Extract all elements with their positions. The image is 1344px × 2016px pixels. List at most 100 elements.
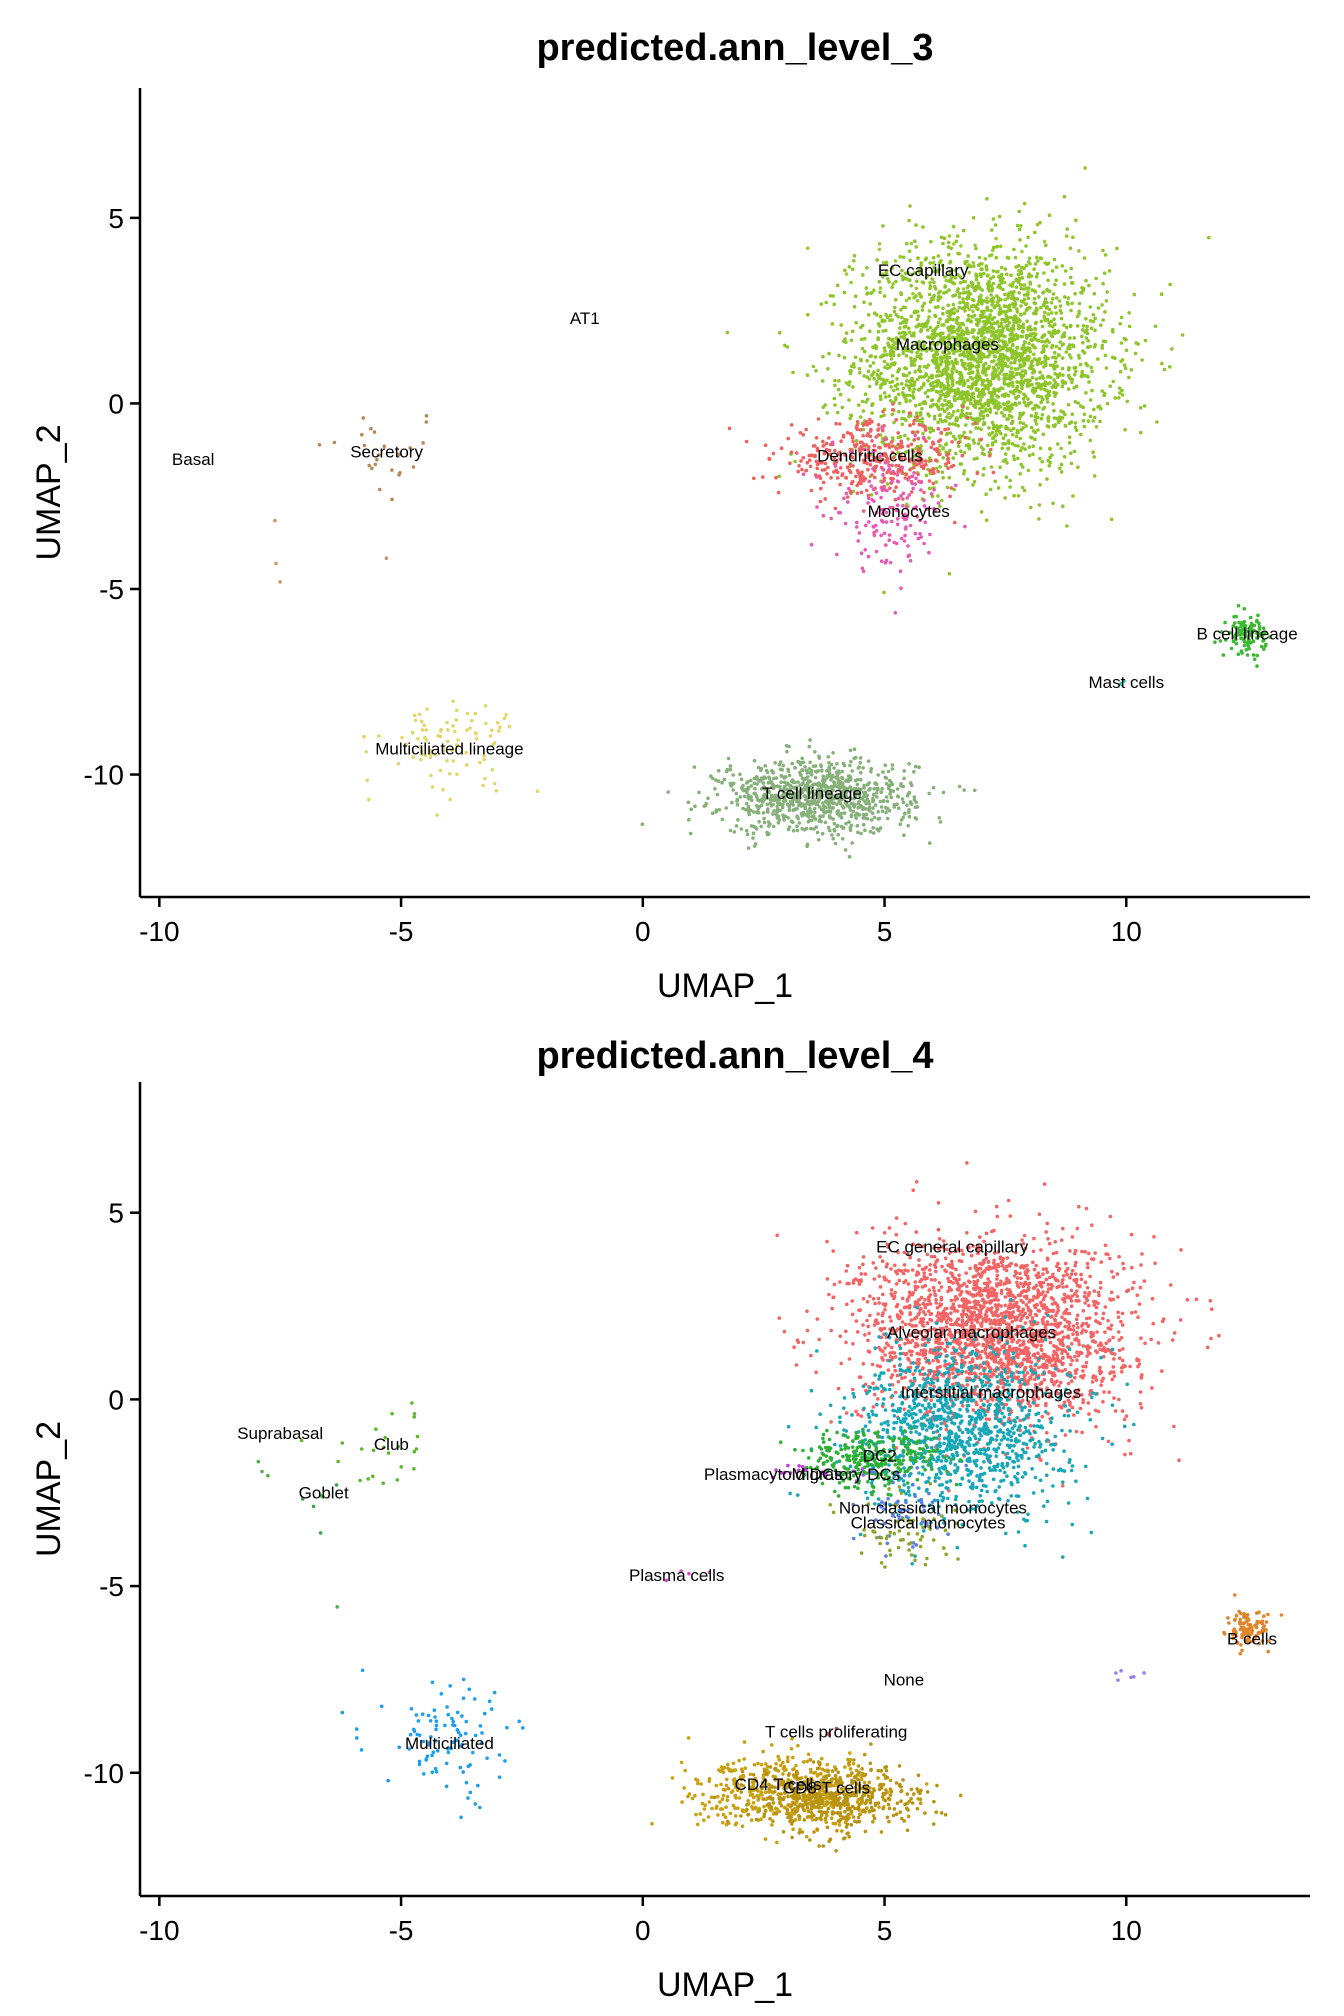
data-point bbox=[970, 382, 975, 386]
data-point bbox=[979, 1275, 983, 1279]
data-point bbox=[793, 766, 797, 770]
data-point bbox=[1007, 441, 1011, 446]
data-point bbox=[455, 772, 459, 777]
data-point bbox=[1066, 403, 1071, 407]
data-point bbox=[997, 214, 1002, 219]
data-point bbox=[1125, 399, 1130, 404]
data-point bbox=[887, 345, 892, 349]
data-point bbox=[980, 394, 984, 399]
data-point bbox=[984, 265, 989, 269]
data-point bbox=[939, 235, 944, 240]
data-point bbox=[920, 424, 925, 428]
data-point bbox=[1046, 374, 1051, 379]
data-point bbox=[902, 776, 906, 781]
data-point bbox=[939, 373, 943, 378]
data-point bbox=[1103, 253, 1108, 257]
data-point bbox=[901, 497, 905, 501]
data-point bbox=[1119, 315, 1124, 320]
data-point bbox=[1006, 447, 1010, 451]
data-point bbox=[766, 807, 770, 811]
data-point bbox=[890, 767, 895, 771]
data-point bbox=[997, 283, 1001, 287]
data-point bbox=[964, 330, 968, 334]
x-tick-label: -10 bbox=[139, 916, 179, 947]
data-point bbox=[1029, 413, 1034, 418]
data-point bbox=[874, 549, 879, 554]
data-point bbox=[377, 453, 381, 457]
data-point bbox=[411, 465, 416, 469]
data-point bbox=[709, 774, 713, 778]
data-point bbox=[910, 474, 915, 479]
data-point bbox=[1207, 235, 1211, 240]
data-point bbox=[960, 453, 965, 458]
data-point bbox=[1117, 386, 1122, 391]
data-point bbox=[1025, 319, 1029, 324]
data-point bbox=[906, 437, 910, 441]
data-point bbox=[941, 790, 946, 795]
data-point bbox=[362, 443, 367, 448]
data-point bbox=[1030, 338, 1034, 343]
data-point bbox=[865, 359, 869, 363]
data-point bbox=[715, 792, 720, 797]
data-point bbox=[879, 805, 884, 809]
data-point bbox=[915, 411, 919, 416]
data-point bbox=[1012, 247, 1016, 252]
data-point bbox=[927, 315, 931, 319]
data-point bbox=[833, 383, 837, 388]
data-point bbox=[1039, 400, 1043, 405]
data-point bbox=[777, 1316, 782, 1320]
data-point bbox=[900, 422, 905, 427]
data-point bbox=[1087, 380, 1091, 384]
data-point bbox=[838, 422, 842, 426]
data-point bbox=[1026, 468, 1031, 473]
data-point bbox=[950, 413, 954, 418]
data-point bbox=[829, 1420, 833, 1424]
data-point bbox=[787, 825, 792, 829]
data-point bbox=[894, 336, 899, 340]
data-point bbox=[936, 494, 940, 498]
data-point bbox=[1025, 382, 1030, 387]
data-point bbox=[928, 325, 933, 330]
data-point bbox=[828, 294, 833, 298]
data-point bbox=[1136, 1364, 1140, 1369]
data-point bbox=[1010, 302, 1015, 306]
data-point bbox=[1042, 333, 1047, 337]
data-point bbox=[848, 763, 852, 768]
data-point bbox=[1010, 331, 1014, 336]
data-point bbox=[1062, 323, 1066, 327]
data-point bbox=[960, 394, 964, 399]
data-point bbox=[901, 386, 906, 391]
data-point bbox=[1005, 304, 1009, 309]
data-point bbox=[975, 1278, 980, 1283]
data-point bbox=[848, 808, 853, 812]
data-point bbox=[825, 1239, 829, 1244]
data-point bbox=[928, 430, 933, 434]
data-point bbox=[1120, 393, 1125, 397]
data-point bbox=[901, 351, 905, 356]
data-point bbox=[978, 411, 983, 416]
data-point bbox=[965, 398, 970, 402]
data-point bbox=[850, 841, 854, 845]
data-point bbox=[892, 309, 897, 314]
data-point bbox=[1032, 296, 1037, 301]
data-point bbox=[786, 769, 791, 774]
data-point bbox=[882, 438, 887, 442]
data-point bbox=[1011, 280, 1015, 285]
data-point bbox=[978, 1372, 983, 1376]
data-point bbox=[1101, 318, 1105, 322]
data-point bbox=[840, 473, 844, 478]
data-point bbox=[970, 391, 975, 396]
data-point bbox=[928, 1263, 932, 1267]
data-point bbox=[1155, 420, 1159, 424]
data-point bbox=[397, 473, 401, 477]
data-point bbox=[1023, 340, 1027, 345]
data-point bbox=[1094, 276, 1098, 281]
data-point bbox=[849, 280, 853, 285]
data-point bbox=[1061, 381, 1065, 385]
data-point bbox=[1026, 296, 1031, 301]
data-point bbox=[1019, 304, 1023, 308]
data-point bbox=[990, 420, 995, 425]
data-point bbox=[767, 824, 771, 828]
data-point bbox=[996, 269, 1000, 274]
data-point bbox=[741, 806, 745, 811]
